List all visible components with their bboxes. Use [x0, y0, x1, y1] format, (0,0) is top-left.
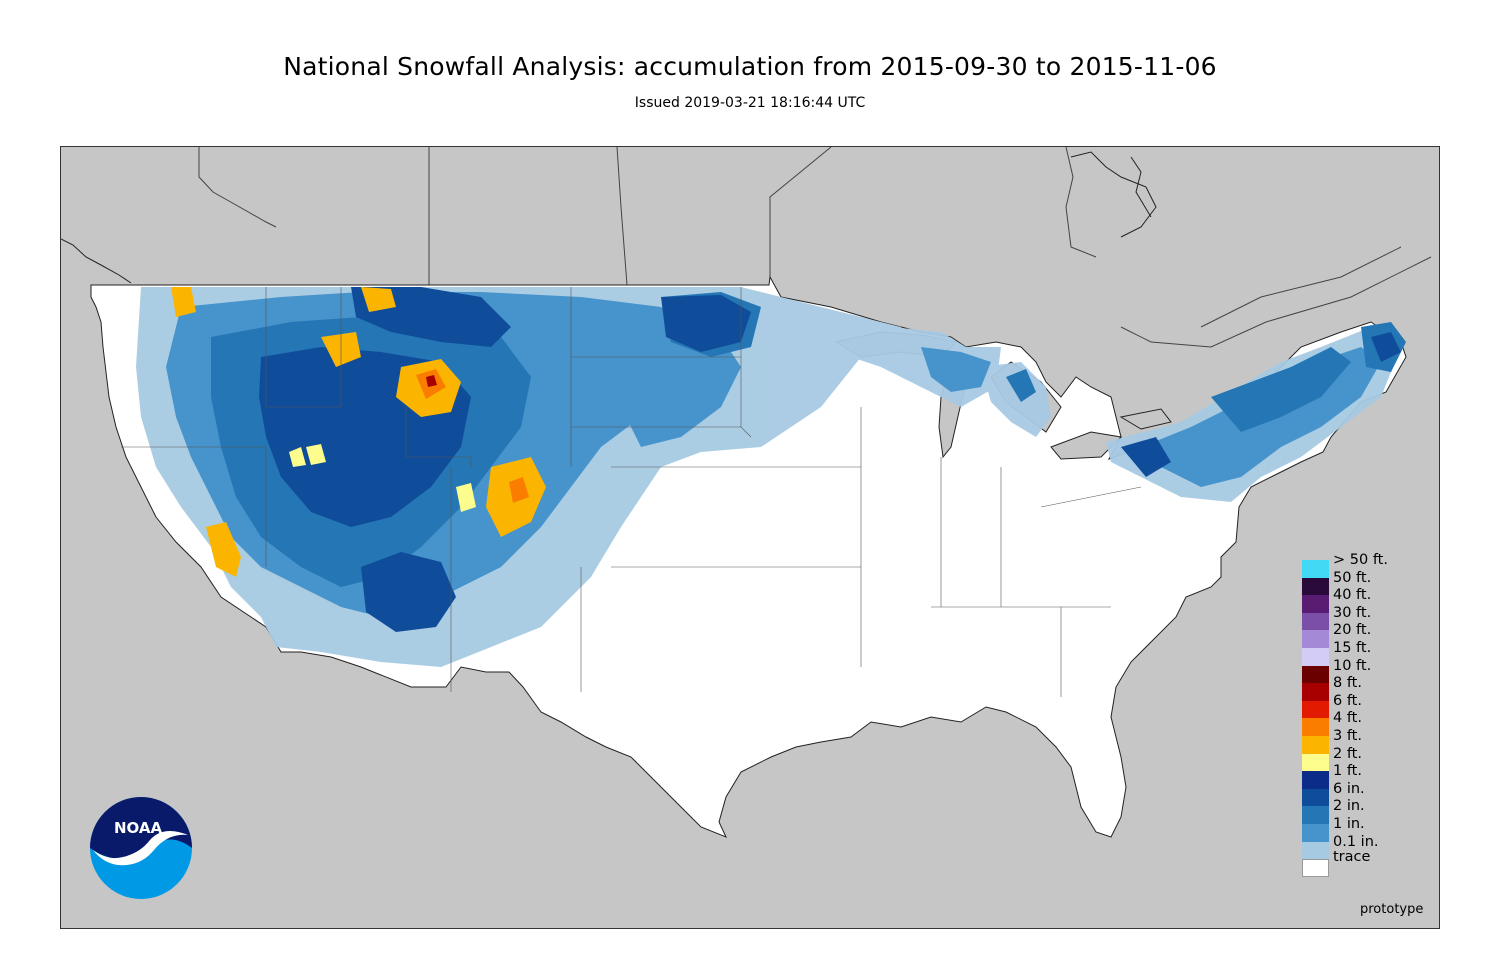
legend-swatch: [1302, 806, 1329, 824]
legend-item: 1 ft.: [1302, 763, 1442, 789]
legend-swatch: [1302, 700, 1329, 719]
legend-item: 1 in.: [1302, 816, 1442, 842]
snow-1ft-areas: [289, 444, 476, 512]
legend-item: 0.1 in.: [1302, 834, 1442, 860]
legend-item: [1302, 859, 1442, 877]
state-borders: [121, 287, 1142, 697]
legend-item: 4 ft.: [1302, 710, 1442, 736]
legend-swatch: [1302, 735, 1329, 754]
legend-item: 30 ft.: [1302, 605, 1442, 631]
legend-label: 1 in.: [1333, 815, 1365, 832]
legend-item: 10 ft.: [1302, 658, 1442, 684]
legend-label: 6 in.: [1333, 780, 1365, 797]
legend-swatch: [1302, 612, 1329, 631]
snowfall-map: [60, 146, 1440, 929]
noaa-logo-text: NOAA: [114, 819, 163, 837]
legend-label: 40 ft.: [1333, 587, 1372, 604]
legend-label: 50 ft.: [1333, 569, 1372, 586]
legend-item: 2 in.: [1302, 798, 1442, 824]
legend-swatch: [1302, 595, 1329, 613]
legend-label: 4 ft.: [1333, 710, 1362, 727]
legend-swatch: [1302, 647, 1329, 666]
legend-item: > 50 ft.: [1302, 552, 1442, 578]
legend-label: 30 ft.: [1333, 604, 1372, 621]
legend-swatch: [1302, 718, 1329, 736]
legend: > 50 ft. 50 ft. 40 ft. 30 ft. 20 ft. 15 ft. 10…: [1302, 552, 1442, 877]
prototype-label: prototype: [1360, 902, 1424, 917]
legend-item: 6 in.: [1302, 781, 1442, 807]
legend-swatch: [1302, 788, 1329, 807]
coastlines: [61, 151, 1157, 284]
page-subtitle: Issued 2019-03-21 18:16:44 UTC: [634, 95, 866, 111]
legend-label-trace: trace: [1333, 849, 1371, 865]
legend-item: 40 ft.: [1302, 587, 1442, 613]
legend-item: 3 ft.: [1302, 728, 1442, 754]
legend-swatch: [1302, 577, 1329, 596]
legend-label: 8 ft.: [1333, 675, 1362, 692]
legend-item: 50 ft.: [1302, 570, 1442, 596]
legend-swatch: [1302, 859, 1329, 877]
legend-label: 3 ft.: [1333, 727, 1362, 744]
legend-item: 8 ft.: [1302, 675, 1442, 701]
legend-label: 0.1 in.: [1333, 833, 1379, 850]
snow-6ft-areas: [426, 375, 437, 387]
legend-label: 1 ft.: [1333, 763, 1362, 780]
noaa-logo: NOAA: [90, 797, 192, 899]
page-title: National Snowfall Analysis: accumulation…: [283, 52, 1217, 81]
legend-swatch: [1302, 841, 1329, 860]
legend-swatch: [1302, 823, 1329, 842]
legend-label: > 50 ft.: [1333, 552, 1388, 568]
legend-label: 2 in.: [1333, 798, 1365, 815]
legend-label: 6 ft.: [1333, 692, 1362, 709]
legend-swatch: [1302, 630, 1329, 648]
legend-item: 15 ft.: [1302, 640, 1442, 666]
legend-swatch: [1302, 683, 1329, 701]
legend-swatch: [1302, 771, 1329, 789]
legend-swatch: [1302, 665, 1329, 684]
legend-label: 10 ft.: [1333, 657, 1372, 674]
legend-swatch: [1302, 753, 1329, 772]
legend-label: 15 ft.: [1333, 639, 1372, 656]
legend-swatch: [1302, 560, 1329, 578]
legend-item: 6 ft.: [1302, 693, 1442, 719]
legend-label: 2 ft.: [1333, 745, 1362, 762]
neighbor-borders: [198, 147, 1432, 348]
legend-item: 20 ft.: [1302, 622, 1442, 648]
legend-item: 2 ft.: [1302, 746, 1442, 772]
legend-label: 20 ft.: [1333, 622, 1372, 639]
